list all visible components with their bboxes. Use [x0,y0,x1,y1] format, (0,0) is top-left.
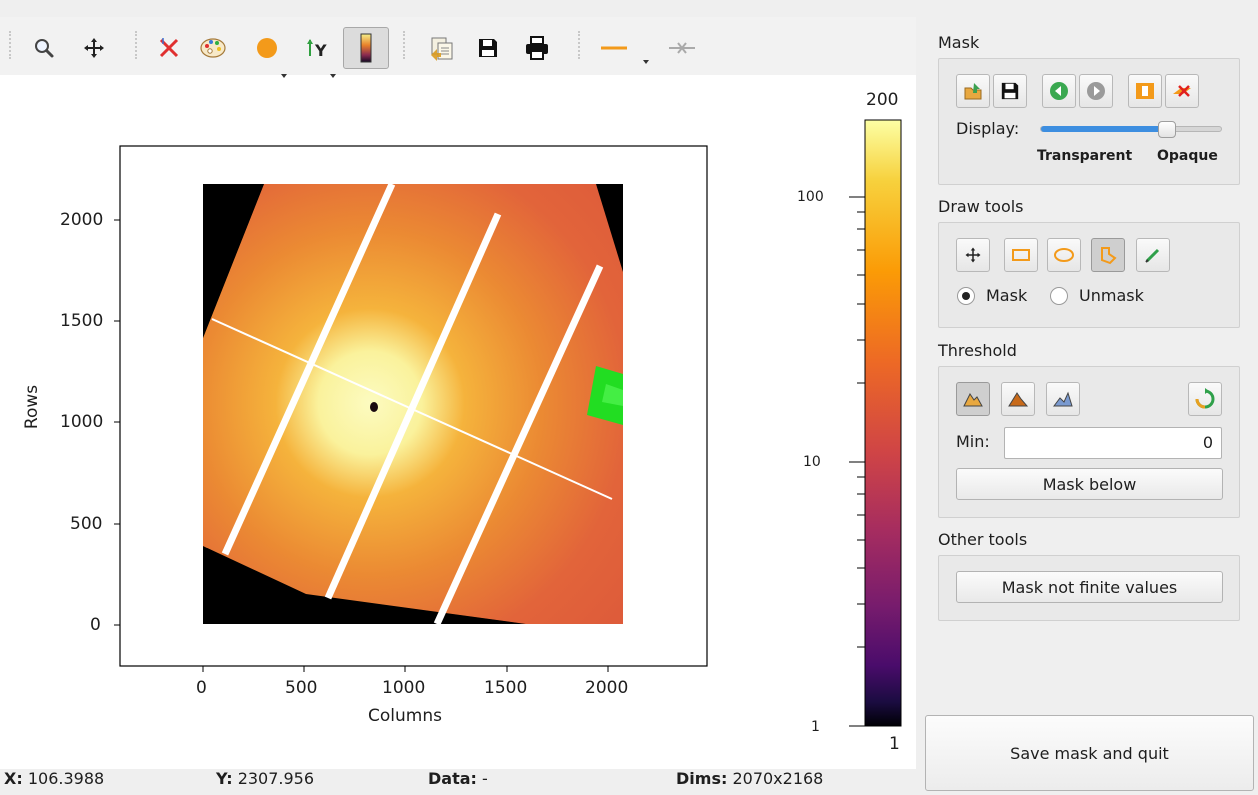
mask-radio[interactable] [957,287,975,305]
toolbar-grip[interactable] [403,31,407,59]
save-icon[interactable] [468,28,508,68]
svg-text:Y: Y [314,41,327,60]
colorbar-icon[interactable] [343,27,389,69]
threshold-below-icon[interactable] [956,382,990,416]
status-bar: X: 106.3988 Y: 2307.956 Data: - Dims: 20… [0,769,916,791]
threshold-between-icon[interactable] [1001,382,1035,416]
transparent-label: Transparent [1037,148,1133,164]
threshold-title: Threshold [938,341,1017,360]
status-x: X: 106.3988 [4,769,105,788]
x-tick-label: 1000 [382,678,426,698]
colorbar-min-label: 1 [889,734,900,754]
line-style-icon[interactable] [594,28,634,68]
colorbar-max-label: 200 [866,90,899,110]
unmask-radio-label: Unmask [1079,286,1144,305]
crosshair-icon[interactable] [662,28,702,68]
y-tick-label: 2000 [60,210,104,230]
pencil-tool-icon[interactable] [1136,238,1170,272]
y-axis-label: Rows [22,384,42,430]
plot-toolbar: Y [0,17,916,78]
print-icon[interactable] [517,28,557,68]
y-axis-origin-icon[interactable]: Y [298,28,338,68]
pan-icon[interactable] [74,28,114,68]
polygon-tool-icon[interactable] [1091,238,1125,272]
y-tick-label: 1000 [60,412,104,432]
load-mask-icon[interactable] [956,74,990,108]
detector-image [203,184,623,624]
colorbar-ticks [849,196,865,727]
status-y: Y: 2307.956 [216,769,315,788]
rectangle-tool-icon[interactable] [1004,238,1038,272]
colorbar [864,119,902,727]
threshold-above-icon[interactable] [1046,382,1080,416]
status-dims: Dims: 2070x2168 [676,769,824,788]
colorbar-tick-label: 100 [797,189,824,205]
opaque-label: Opaque [1157,148,1218,164]
reset-zoom-icon[interactable] [149,28,189,68]
display-label: Display: [956,119,1020,138]
redo-icon[interactable] [1079,74,1113,108]
plot-canvas[interactable]: 0 500 1000 1500 2000 0 500 1000 1500 200… [0,75,916,769]
toolbar-grip[interactable] [9,31,13,59]
y-tick-label: 500 [70,514,103,534]
zoom-icon[interactable] [24,28,64,68]
x-axis-label: Columns [368,706,442,726]
point-marker-icon[interactable] [247,28,287,68]
refresh-icon[interactable] [1188,382,1222,416]
colormap-icon[interactable] [193,28,233,68]
unmask-radio[interactable] [1050,287,1068,305]
display-slider[interactable] [1040,121,1222,138]
toolbar-grip[interactable] [578,31,582,59]
save-mask-icon[interactable] [993,74,1027,108]
toolbar-grip[interactable] [135,31,139,59]
x-tick-label: 1500 [484,678,528,698]
slider-fill [1041,126,1167,132]
mask-radio-label: Mask [986,286,1028,305]
mask-below-button[interactable]: Mask below [956,468,1223,500]
x-tick-label: 500 [285,678,318,698]
colorbar-tick-label: 10 [803,454,821,470]
colorbar-tick-label: 1 [811,719,820,735]
draw-tools-title: Draw tools [938,197,1024,216]
other-tools-title: Other tools [938,530,1028,549]
mask-not-finite-button[interactable]: Mask not finite values [956,571,1223,603]
y-tick-label: 1500 [60,311,104,331]
browse-tool-icon[interactable] [956,238,990,272]
copy-icon[interactable] [422,28,462,68]
x-tick-label: 2000 [585,678,629,698]
y-tick-label: 0 [90,615,101,635]
y-axis [114,219,120,626]
mask-section-title: Mask [938,33,980,52]
chevron-down-icon[interactable] [281,74,287,78]
invert-mask-icon[interactable] [1128,74,1162,108]
ellipse-tool-icon[interactable] [1047,238,1081,272]
chevron-down-icon[interactable] [643,60,649,64]
chevron-down-icon[interactable] [330,74,336,78]
undo-icon[interactable] [1042,74,1076,108]
x-tick-label: 0 [196,678,207,698]
min-label: Min: [956,432,990,451]
min-value-input[interactable]: 0 [1004,427,1222,459]
clear-mask-icon[interactable] [1165,74,1199,108]
save-mask-and-quit-button[interactable]: Save mask and quit [925,715,1254,791]
status-data: Data: - [428,769,488,788]
x-axis [202,666,609,672]
slider-handle[interactable] [1158,121,1176,138]
